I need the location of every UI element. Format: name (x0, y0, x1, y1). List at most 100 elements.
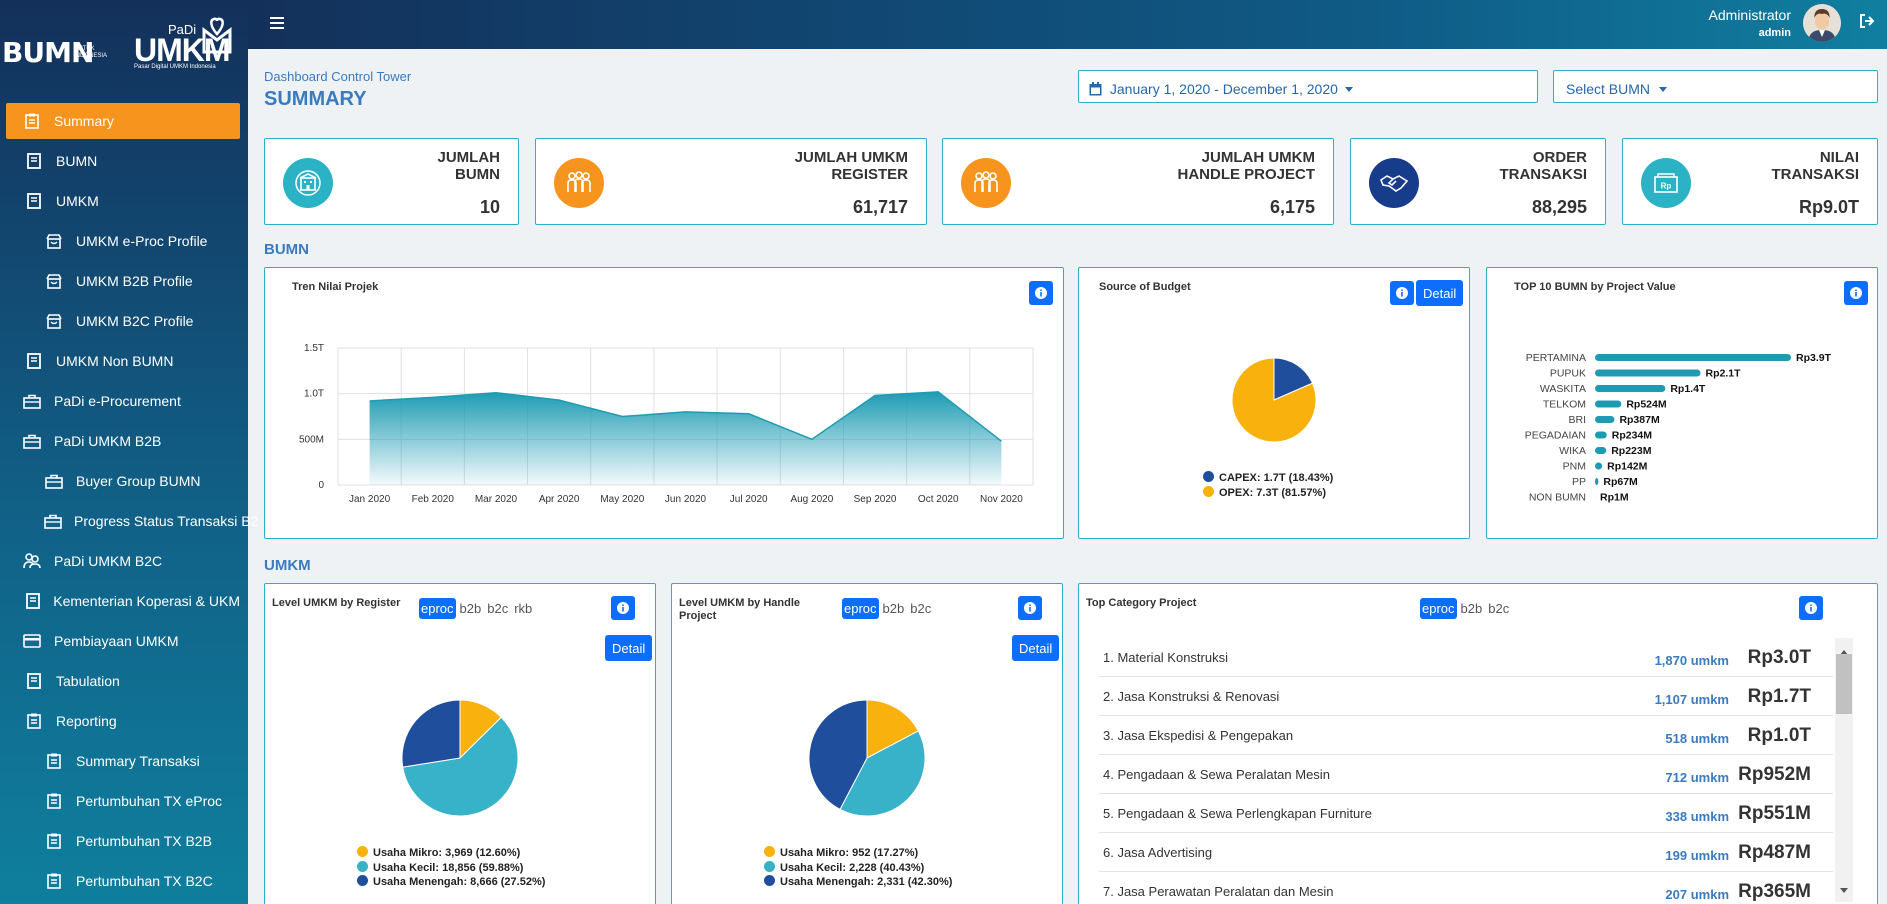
pie-slice[interactable] (866, 699, 919, 759)
user-name[interactable]: Administrator (1708, 7, 1791, 23)
bar[interactable] (1595, 462, 1603, 470)
tab-b2c[interactable]: b2c (910, 601, 932, 616)
breadcrumb[interactable]: Dashboard Control Tower (264, 69, 412, 84)
stat-label: JUMLAH UMKM HANDLE PROJECT (1177, 149, 1315, 183)
bar[interactable] (1595, 400, 1622, 408)
list-item[interactable]: 2. Jasa Konstruksi & Renovasi 1,107 umkm R… (1099, 677, 1833, 716)
info-button[interactable] (1390, 281, 1414, 305)
sidebar-item-umkm-b2c-profile[interactable]: UMKM B2C Profile (6, 303, 240, 339)
tab-eproc[interactable]: eproc (842, 598, 879, 619)
legend-label: Usaha Kecil: 18,856 (59.88%) (373, 861, 524, 874)
tab-eproc[interactable]: eproc (1420, 598, 1457, 619)
bar[interactable] (1595, 369, 1701, 377)
sidebar-item-label: Progress Status Transaksi B2 (74, 513, 259, 529)
pie-slice[interactable] (402, 716, 519, 817)
scrollbar-thumb[interactable] (1836, 654, 1852, 714)
info-button[interactable] (1844, 281, 1868, 305)
bar[interactable] (1595, 447, 1607, 454)
sidebar-item-umkm-e-proc-profile[interactable]: UMKM e-Proc Profile (6, 223, 240, 259)
pie-slice[interactable] (808, 699, 868, 811)
pie-slice[interactable] (839, 730, 926, 817)
list-item[interactable]: 7. Jasa Perawatan Peralatan dan Mesin 207… (1099, 872, 1833, 904)
scrollbar[interactable] (1835, 638, 1853, 902)
stat-card-order-transaksi[interactable]: ORDER TRANSAKSI 88,295 (1350, 138, 1606, 225)
detail-button[interactable]: Detail (1012, 635, 1060, 661)
padi-umkm-logo[interactable]: PaDi UMKM Pasar Digital UMKM Indonesia (134, 14, 238, 74)
sidebar-item-label: UMKM Non BUMN (56, 353, 174, 369)
scroll-up-icon[interactable] (1840, 642, 1848, 660)
sidebar-item-tabulation[interactable]: Tabulation (6, 663, 240, 699)
pie-slice[interactable] (1231, 357, 1317, 443)
page-title: SUMMARY (264, 88, 367, 110)
stat-value: 6,175 (1269, 197, 1315, 217)
bar[interactable] (1595, 354, 1791, 361)
sidebar-item-summary[interactable]: Summary (6, 103, 240, 139)
bar-category-label: PERTAMINA (1526, 352, 1586, 364)
hamburger-icon[interactable] (270, 14, 284, 35)
panel-title: Top Category Project (1086, 597, 1197, 609)
detail-button[interactable]: Detail (605, 635, 653, 661)
area-series (369, 391, 1002, 485)
scroll-down-icon[interactable] (1840, 880, 1848, 898)
sidebar-item-padi-umkm-b2b[interactable]: PaDi UMKM B2B (6, 423, 240, 459)
sidebar-item-umkm-non-bumn[interactable]: UMKM Non BUMN (6, 343, 240, 379)
date-range-picker[interactable]: January 1, 2020 - December 1, 2020 (1078, 70, 1538, 103)
level-register-legend: Usaha Mikro: 3,969 (12.60%) Usaha Kecil: … (357, 846, 545, 890)
sidebar-item-reporting[interactable]: Reporting (6, 703, 240, 739)
stat-value: 61,717 (852, 197, 908, 217)
pie-slice[interactable] (401, 699, 461, 768)
info-button[interactable] (611, 596, 635, 620)
list-item[interactable]: 5. Pengadaan & Sewa Perlengkapan Furnitu… (1099, 794, 1833, 833)
detail-button[interactable]: Detail (1416, 280, 1464, 306)
list-item[interactable]: 3. Jasa Ekspedisi & Pengepakan 518 umkm Rp… (1099, 716, 1833, 755)
bar[interactable] (1595, 478, 1599, 485)
tab-b2b[interactable]: b2b (1460, 601, 1483, 616)
sidebar-item-umkm-b2b-profile[interactable]: UMKM B2B Profile (6, 263, 240, 299)
bumn-logo[interactable]: BUMN (2, 36, 94, 69)
sidebar-item-umkm[interactable]: UMKM (6, 183, 240, 219)
list-item[interactable]: 6. Jasa Advertising 199 umkm Rp487M (1099, 833, 1833, 872)
tab-rkb[interactable]: rkb (514, 601, 533, 616)
stat-label: JUMLAH BUMN (437, 149, 501, 183)
sidebar-item-pertumbuhan-tx-b2c[interactable]: Pertumbuhan TX B2C (6, 863, 240, 899)
sidebar-item-pembiayaan-umkm[interactable]: Pembiayaan UMKM (6, 623, 240, 659)
stat-card-umkm-register[interactable]: JUMLAH UMKM REGISTER 61,717 (535, 138, 927, 225)
sidebar-item-summary-transaksi[interactable]: Summary Transaksi (6, 743, 240, 779)
bar-category-label: TELKOM (1543, 399, 1586, 411)
bar[interactable] (1595, 431, 1607, 439)
sidebar-item-pertumbuhan-tx-b2b[interactable]: Pertumbuhan TX B2B (6, 823, 240, 859)
tab-b2b[interactable]: b2b (882, 601, 905, 616)
category-name: 5. Pengadaan & Sewa Perlengkapan Furnitu… (1103, 806, 1372, 821)
list-item[interactable]: 4. Pengadaan & Sewa Peralatan Mesin 712 u… (1099, 755, 1833, 794)
pie-slice[interactable] (1273, 357, 1314, 401)
avatar[interactable] (1803, 4, 1841, 42)
info-button[interactable] (1018, 596, 1042, 620)
bar[interactable] (1595, 385, 1666, 392)
info-button[interactable] (1029, 281, 1053, 305)
bumn-select[interactable]: Select BUMN (1553, 70, 1878, 103)
list-item[interactable]: 1. Material Konstruksi 1,870 umkm Rp3.0T (1099, 638, 1833, 677)
bar[interactable] (1595, 416, 1615, 423)
category-value: Rp551M (1738, 803, 1811, 824)
legend-item: Usaha Kecil: 18,856 (59.88%) (357, 860, 545, 876)
tab-eproc[interactable]: eproc (419, 598, 456, 619)
sidebar-item-buyer-group-bumn[interactable]: Buyer Group BUMN (6, 463, 240, 499)
sidebar-item-padi-umkm-b2c[interactable]: PaDi UMKM B2C (6, 543, 240, 579)
tab-b2b[interactable]: b2b (459, 601, 482, 616)
tab-b2c[interactable]: b2c (487, 601, 509, 616)
store-icon (44, 271, 64, 291)
stat-card-umkm-handle-project[interactable]: JUMLAH UMKM HANDLE PROJECT 6,175 (942, 138, 1334, 225)
sidebar-item-progress-status-transaksi-b2[interactable]: Progress Status Transaksi B2 (6, 503, 258, 539)
sidebar-item-padi-e-procurement[interactable]: PaDi e-Procurement (6, 383, 240, 419)
info-button[interactable] (1799, 596, 1823, 620)
sidebar-item-pertumbuhan-tx-eproc[interactable]: Pertumbuhan TX eProc (6, 783, 240, 819)
stat-card-nilai-transaksi[interactable]: Rp NILAI TRANSAKSI Rp9.0T (1622, 138, 1878, 225)
building-icon (295, 170, 321, 196)
bar-category-label: BRI (1568, 414, 1586, 426)
logout-icon[interactable] (1859, 13, 1875, 34)
sidebar-item-bumn[interactable]: BUMN (6, 143, 240, 179)
budget-panel: Source of Budget Detail CAPEX: 1.7T (18.… (1078, 267, 1470, 539)
stat-card-jumlah-bumn[interactable]: JUMLAH BUMN 10 (264, 138, 519, 225)
tab-b2c[interactable]: b2c (1488, 601, 1510, 616)
sidebar-item-kementerian-koperasi-ukm[interactable]: Kementerian Koperasi & UKM (6, 583, 240, 619)
